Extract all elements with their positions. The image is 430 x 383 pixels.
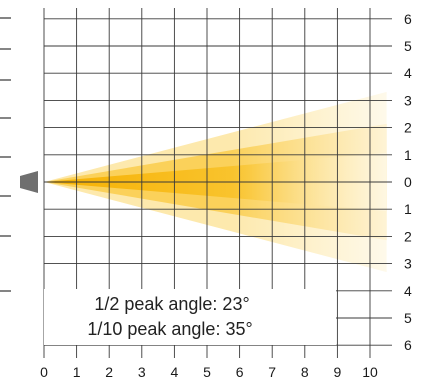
y-tick-label: 0 <box>404 174 412 190</box>
x-tick-label: 4 <box>171 364 179 380</box>
y-tick-label: 6 <box>404 11 412 27</box>
tenth-peak-angle-label: 1/10 peak angle: 35° <box>87 319 252 339</box>
x-tick-label: 8 <box>301 364 309 380</box>
x-tick-label: 2 <box>105 364 113 380</box>
x-tick-label: 9 <box>334 364 342 380</box>
y-tick-label: 5 <box>404 38 412 54</box>
y-tick-label: 3 <box>404 92 412 108</box>
y-tick-label: 2 <box>404 120 412 136</box>
x-tick-label: 5 <box>203 364 211 380</box>
x-tick-label: 6 <box>236 364 244 380</box>
caption-box <box>44 289 336 345</box>
x-axis-tick-labels: 0 1 2 3 4 5 6 7 8 9 10 <box>40 364 378 380</box>
left-margin-ticks <box>0 17 11 292</box>
y-tick-label: 1 <box>404 147 412 163</box>
y-tick-label: 4 <box>404 65 412 81</box>
y-tick-label: 5 <box>404 310 412 326</box>
x-tick-label: 10 <box>362 364 378 380</box>
light-emitter-icon <box>20 171 38 193</box>
x-tick-label: 0 <box>40 364 48 380</box>
y-tick-label: 6 <box>404 337 412 353</box>
half-peak-angle-label: 1/2 peak angle: 23° <box>94 294 249 314</box>
y-tick-label: 1 <box>404 201 412 217</box>
y-axis-tick-labels: 6 5 4 3 2 1 0 1 2 3 4 5 6 <box>404 11 412 353</box>
y-tick-label: 2 <box>404 228 412 244</box>
y-tick-label: 3 <box>404 256 412 272</box>
y-tick-label: 4 <box>404 283 412 299</box>
x-tick-label: 3 <box>138 364 146 380</box>
x-tick-label: 1 <box>73 364 81 380</box>
x-tick-label: 7 <box>268 364 276 380</box>
